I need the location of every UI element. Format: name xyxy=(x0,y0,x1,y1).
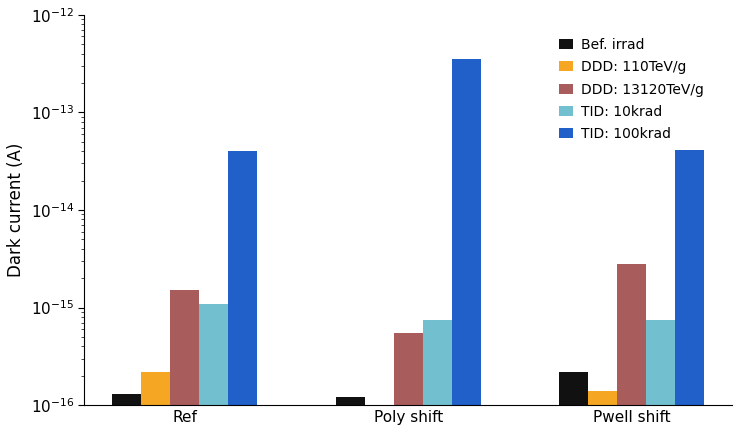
Bar xyxy=(452,59,481,432)
Bar xyxy=(646,320,675,432)
Bar xyxy=(200,304,228,432)
Bar xyxy=(228,151,257,432)
Legend: Bef. irrad, DDD: 110TeV/g, DDD: 13120TeV/g, TID: 10krad, TID: 100krad: Bef. irrad, DDD: 110TeV/g, DDD: 13120TeV… xyxy=(551,29,712,149)
Bar xyxy=(559,372,588,432)
Y-axis label: Dark current (A): Dark current (A) xyxy=(7,143,25,277)
Bar xyxy=(112,394,141,432)
Bar xyxy=(423,320,452,432)
Bar xyxy=(170,290,200,432)
Bar xyxy=(336,397,364,432)
Bar xyxy=(141,372,170,432)
Bar xyxy=(364,420,394,432)
Bar xyxy=(617,264,646,432)
Bar xyxy=(675,75,704,432)
Bar xyxy=(588,391,617,432)
Bar xyxy=(394,333,423,432)
